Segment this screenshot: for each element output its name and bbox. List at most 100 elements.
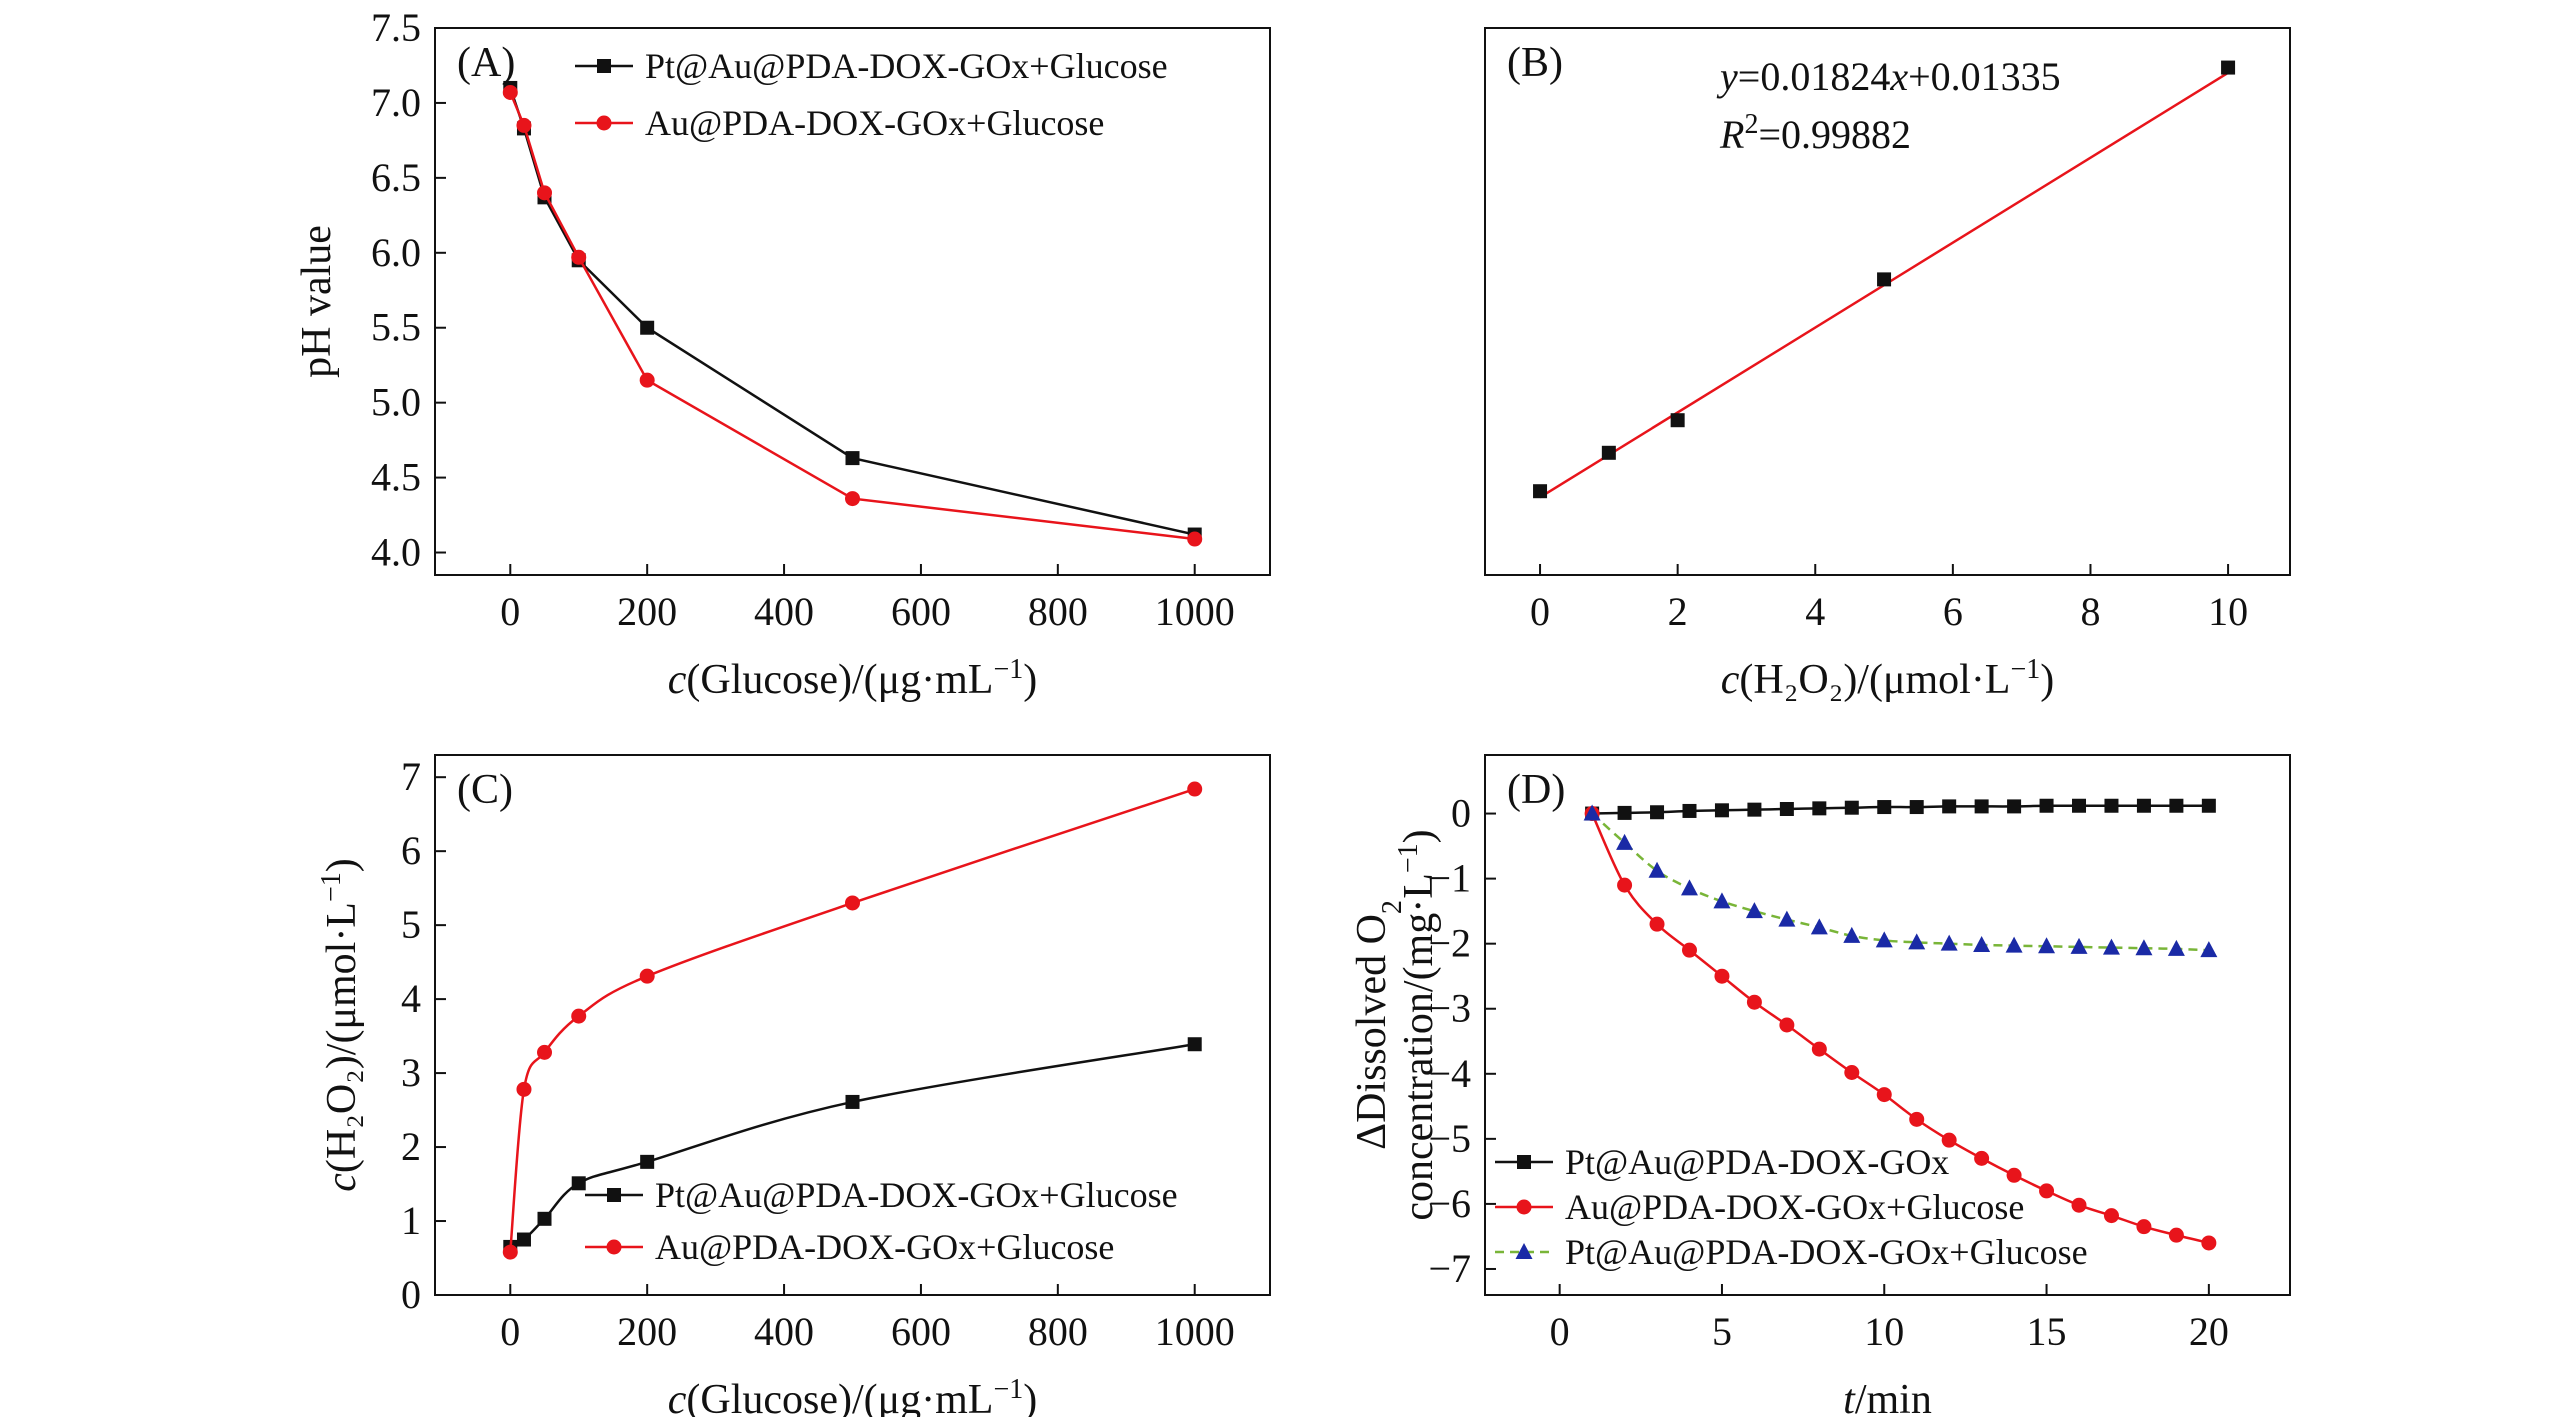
data-point — [1844, 800, 1859, 815]
y-tick-label: 4 — [401, 976, 421, 1021]
panel-label: (D) — [1507, 767, 1565, 813]
data-point — [640, 1154, 655, 1169]
legend-label: Au@PDA-DOX-GOx+Glucose — [645, 103, 1104, 143]
x-tick-label: 15 — [2027, 1309, 2067, 1354]
legend-label: Pt@Au@PDA-DOX-GOx — [1565, 1142, 1949, 1182]
data-point — [1875, 931, 1893, 948]
data-point — [2006, 1167, 2022, 1183]
data-point — [571, 249, 587, 265]
y-axis-title-line-2: concentration/(mg·L−1) — [1393, 829, 1443, 1220]
x-tick-label: 600 — [891, 1309, 951, 1354]
data-point — [2136, 798, 2151, 813]
x-tick-label: 8 — [2080, 589, 2100, 634]
data-point — [1745, 902, 1763, 919]
series-line — [1591, 812, 2209, 952]
x-axis-title: c(Glucose)/(μg·mL−1) — [668, 1374, 1038, 1417]
data-point — [2102, 938, 2120, 955]
x-axis-title-close: ) — [1023, 1377, 1037, 1417]
y-tick-label: 6.0 — [371, 230, 421, 275]
legend-label: Pt@Au@PDA-DOX-GOx+Glucose — [1565, 1232, 2088, 1272]
data-point — [640, 320, 655, 335]
x-axis-title-text: (Glucose)/(μg·mL — [686, 1377, 993, 1417]
y-tick-label: −5 — [1428, 1116, 1471, 1161]
data-point — [1908, 933, 1926, 950]
y-axis-title-line-1: ΔDissolved O2 — [1349, 900, 1408, 1150]
x-tick-label: 5 — [1712, 1309, 1732, 1354]
data-point — [845, 491, 860, 507]
legend: Pt@Au@PDA-DOX-GOx+Glucose Au@PDA-DOX-GOx+… — [585, 1175, 1178, 1267]
data-point — [1779, 802, 1794, 816]
series-2 — [502, 781, 1203, 1260]
legend-label: Au@PDA-DOX-GOx+Glucose — [1565, 1187, 2024, 1227]
data-point — [1187, 531, 1203, 547]
data-point — [1974, 799, 1989, 814]
x-tick-label: 600 — [891, 589, 951, 634]
data-point — [2039, 798, 2054, 813]
y-axis-title-close: ) — [319, 858, 365, 872]
legend-marker — [597, 59, 611, 73]
y-tick-label: 2 — [401, 1124, 421, 1169]
data-point — [1617, 805, 1632, 820]
series-2 — [1584, 806, 2217, 1251]
y-tick-label: −1 — [1428, 856, 1471, 901]
panel-label: (A) — [457, 40, 515, 86]
series-1 — [1533, 60, 2236, 499]
panel-b: 0 2 4 6 8 10 c(H₂O₂)/(μmol·L−1) (B) y=0.01824x+0… — [1484, 27, 2291, 704]
data-point — [571, 1176, 586, 1191]
x-tick-label: 1000 — [1155, 1309, 1235, 1354]
data-point — [2136, 1219, 2152, 1235]
y-axis-title-line-1-sub: 2 — [1377, 900, 1408, 914]
r2-sup: 2 — [1744, 109, 1758, 140]
data-point — [1682, 803, 1697, 818]
data-point — [1187, 1037, 1202, 1052]
panel-c: 0 200 400 600 800 100001234567c(Glucose)/(μg·… — [316, 754, 1271, 1417]
series-line — [509, 1042, 1195, 1249]
plot-frame — [1484, 27, 2291, 576]
legend: Pt@Au@PDA-DOX-GOx+Glucose Au@PDA-DOX-GOx+… — [575, 46, 1168, 143]
data-point — [639, 372, 655, 388]
data-point — [1909, 800, 1924, 815]
data-point — [1974, 1150, 1990, 1166]
data-point — [1778, 910, 1796, 927]
data-point — [1941, 1132, 1957, 1148]
legend-marker — [596, 115, 612, 131]
data-point — [2038, 937, 2056, 954]
x-axis-title-var: t — [1843, 1377, 1856, 1417]
data-point — [537, 185, 553, 201]
x-axis-title-text: (Glucose)/(μg·mL — [686, 657, 993, 703]
data-point — [2071, 1197, 2087, 1213]
x-tick-label: 0 — [1530, 589, 1550, 634]
x-axis-title-var: c — [1721, 657, 1740, 703]
x-axis-title: c(H₂O₂)/(μmol·L−1) — [1721, 654, 2055, 704]
data-point — [1810, 918, 1828, 935]
data-point — [1940, 934, 1958, 951]
x-tick-label: 800 — [1028, 589, 1088, 634]
r2-var: R — [1719, 112, 1744, 157]
data-point — [1187, 781, 1203, 797]
data-point — [1681, 942, 1697, 958]
data-point — [2103, 1208, 2119, 1224]
data-point — [1714, 803, 1729, 818]
legend-label: Pt@Au@PDA-DOX-GOx+Glucose — [645, 46, 1168, 86]
panel-d: 0 5 10 15 20 0 −1 −2 −3 −4 −5 −6 −7 t/min (D) ΔDissolve… — [1349, 754, 2291, 1417]
y-tick-label: 3 — [401, 1050, 421, 1095]
x-tick-label: 800 — [1028, 1309, 1088, 1354]
data-point — [1942, 799, 1957, 814]
data-point — [2167, 939, 2185, 956]
x-axis-title-sup: −1 — [2010, 654, 2040, 685]
series-3 — [1583, 804, 2218, 958]
data-point — [1713, 892, 1731, 909]
data-point — [537, 1211, 552, 1226]
data-point — [2005, 936, 2023, 953]
legend-marker — [1515, 1243, 1533, 1259]
data-point — [2200, 941, 2218, 958]
data-point — [516, 1232, 531, 1247]
y-tick-label: −3 — [1428, 986, 1471, 1031]
y-tick-label: 5.0 — [371, 380, 421, 425]
series-1 — [503, 1037, 1202, 1254]
y-axis-title-line-2-close: ) — [1396, 829, 1442, 843]
data-point — [639, 968, 655, 984]
y-tick-label: 7.5 — [371, 5, 421, 50]
y-tick-label: 0 — [401, 1272, 421, 1317]
